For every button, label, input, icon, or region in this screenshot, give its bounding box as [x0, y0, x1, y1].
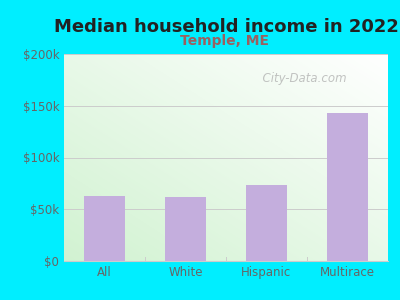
Title: Median household income in 2022: Median household income in 2022 [54, 18, 398, 36]
Bar [84, 196, 125, 261]
Bar [327, 113, 368, 261]
Bar [165, 197, 206, 261]
Text: Temple, ME: Temple, ME [180, 34, 268, 49]
Text: City-Data.com: City-Data.com [255, 72, 346, 85]
Bar [246, 185, 287, 261]
